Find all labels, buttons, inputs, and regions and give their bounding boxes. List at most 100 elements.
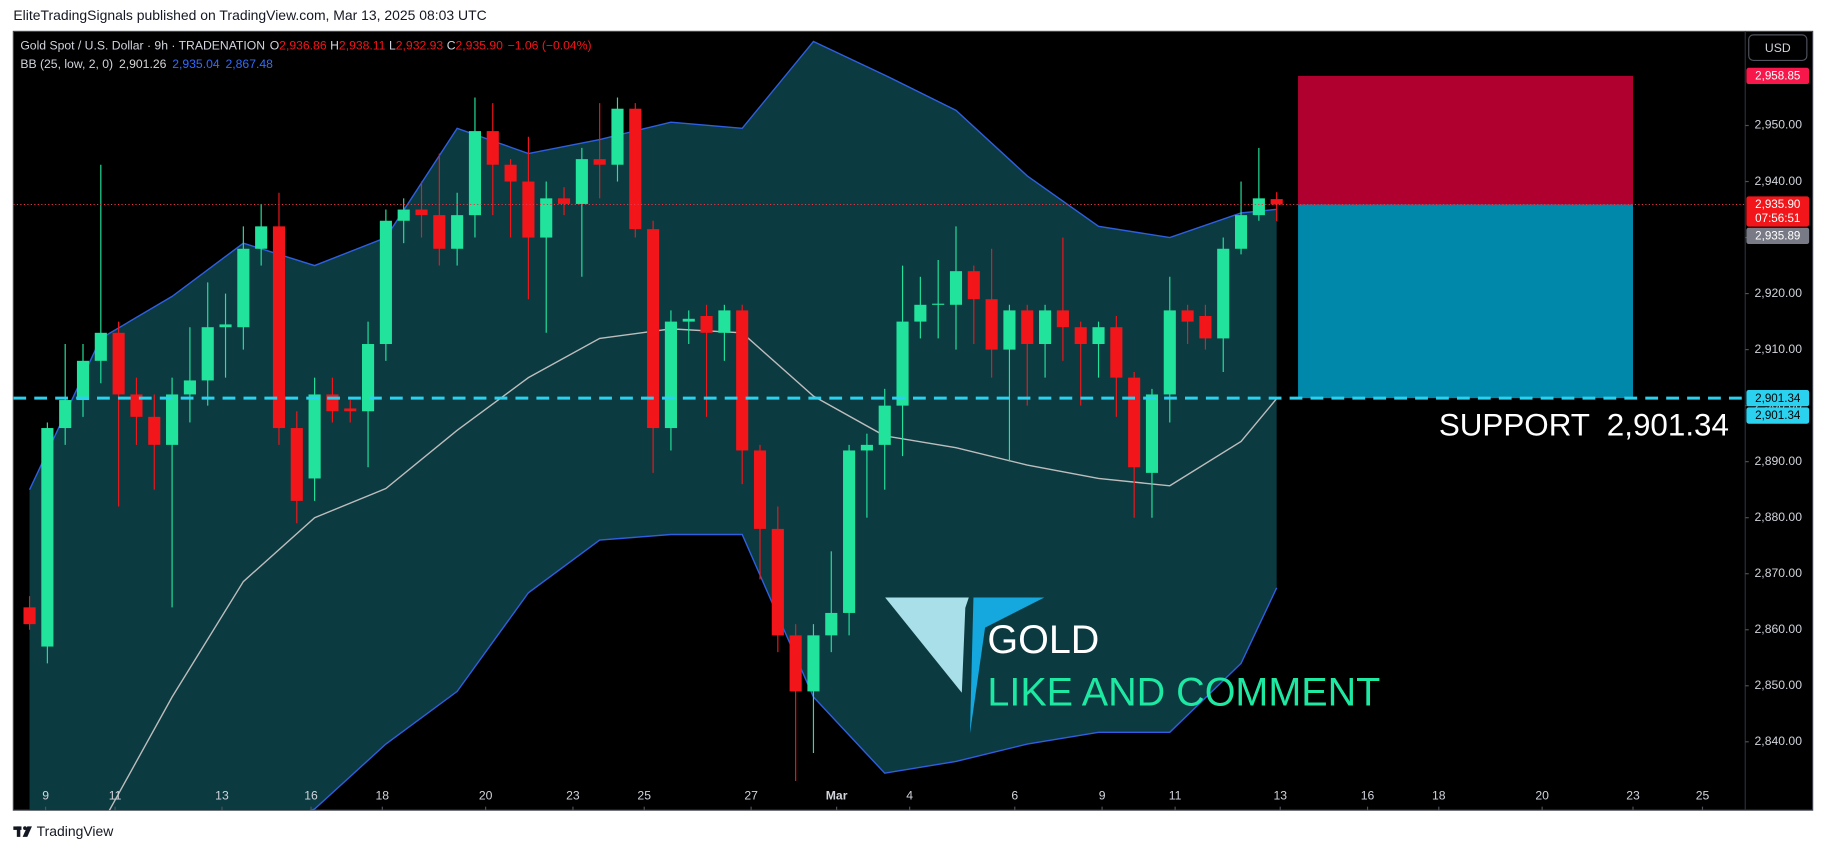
price-badge-label: 2,901.34: [1755, 392, 1801, 405]
watermark-title: GOLD: [987, 618, 1099, 662]
logo-right: [969, 597, 1045, 734]
currency-button[interactable]: [1748, 34, 1808, 62]
y-tick-label: 2,860.00: [1755, 622, 1803, 636]
x-tick-label: Mar: [826, 788, 848, 802]
legend-indicator: BB (25, low, 2, 0): [20, 57, 113, 71]
legend-indicator-line: BB (25, low, 2, 0) 2,901.26 2,935.04 2,867.…: [20, 57, 273, 71]
legend-ohlc-value: 2,936.86: [279, 39, 327, 53]
candle-body: [967, 271, 980, 300]
price-badge: [1746, 407, 1810, 424]
footer-brand: TradingView: [37, 823, 115, 839]
candle-body: [201, 327, 214, 381]
price-badge-countdown: 07:56:51: [1755, 212, 1800, 225]
candle-body: [415, 209, 428, 216]
candle-body: [290, 428, 303, 501]
candle-body: [486, 131, 499, 165]
candle-body: [522, 181, 535, 238]
x-tick-label: 25: [637, 788, 651, 802]
candle-body: [1021, 310, 1034, 345]
x-tick-label: 4: [906, 788, 913, 802]
candle-body: [1092, 327, 1105, 345]
candle-body: [379, 220, 392, 345]
y-tick-label: 2,910.00: [1755, 342, 1803, 356]
candle-body: [219, 324, 232, 328]
y-tick-label: 2,870.00: [1755, 566, 1803, 580]
candle-body: [700, 315, 713, 333]
legend-ohlc-key: O: [270, 39, 279, 53]
candle-body: [130, 394, 143, 417]
candle-body: [629, 108, 642, 230]
candle-body: [1074, 327, 1087, 345]
candle-body: [575, 159, 588, 204]
candle-body: [1181, 310, 1194, 322]
currency-label: USD: [1765, 41, 1791, 55]
price-badge-label: 2,901.34: [1755, 409, 1801, 422]
legend-symbol-line: Gold Spot / U.S. Dollar · 9h · TRADENATI…: [20, 39, 591, 53]
candle-body: [451, 215, 464, 249]
candle-body: [771, 528, 784, 636]
legend-indicator-value: 2,935.04: [172, 57, 220, 71]
candle-body: [362, 344, 375, 412]
legend-ohlc-value: 2,932.93: [396, 39, 444, 53]
candle-body: [736, 310, 749, 451]
candle-body: [611, 108, 624, 165]
candle-body: [433, 215, 446, 249]
candle-body: [647, 229, 660, 429]
candle-body: [148, 416, 161, 445]
candle-body: [166, 394, 179, 445]
legend-ohlc-value: 2,935.90: [456, 39, 504, 53]
legend-ohlc-key: C: [447, 39, 456, 53]
y-tick-label: 2,920.00: [1755, 286, 1803, 300]
legend-ohlc-value: 2,938.11: [339, 39, 386, 53]
candle-body: [112, 332, 125, 395]
candle-body: [1252, 198, 1265, 216]
x-tick-label: 11: [109, 788, 122, 802]
candle-body: [914, 304, 927, 322]
price-badge: [1746, 196, 1810, 227]
x-tick-label: 6: [1011, 788, 1018, 802]
candle-body: [1128, 377, 1141, 468]
candle-body: [308, 394, 321, 479]
y-tick-label: 2,840.00: [1755, 734, 1803, 748]
x-tick-label: 27: [744, 788, 758, 802]
candle-body: [753, 450, 767, 529]
watermark-logo: [885, 597, 1045, 734]
x-tick-label: 23: [1626, 788, 1640, 802]
x-tick-label: 18: [376, 788, 390, 802]
candle-body: [397, 209, 410, 221]
candle-body: [540, 198, 553, 238]
x-tick-label: 23: [566, 788, 580, 802]
candle-body: [843, 450, 856, 613]
candle-body: [59, 400, 72, 429]
zone: [1298, 204, 1633, 399]
candle-body: [682, 318, 695, 322]
x-tick-label: 13: [215, 788, 229, 802]
candle-body: [949, 271, 963, 305]
watermark-subtitle: LIKE AND COMMENT: [987, 671, 1380, 715]
candle-body: [255, 226, 268, 249]
legend-change: −1.06 (−0.04%): [508, 39, 592, 53]
price-badge-label: 2,935.89: [1755, 230, 1800, 243]
x-tick-label: 25: [1696, 788, 1710, 802]
candle-body: [825, 612, 838, 636]
candle-body: [344, 408, 357, 412]
x-tick-label: 20: [479, 788, 493, 802]
candle-body: [1003, 310, 1016, 350]
candle-body: [1217, 248, 1230, 339]
x-tick-label: 18: [1432, 788, 1446, 802]
candle-body: [593, 159, 606, 165]
legend-indicator-value: 2,901.26: [119, 57, 167, 71]
x-tick-label: 11: [1169, 788, 1182, 802]
plot-area: [13, 40, 1746, 811]
legend-ohlc-key: L: [389, 39, 396, 53]
candle-body: [932, 303, 945, 305]
candle-body: [557, 198, 571, 204]
x-tick-label: 9: [1099, 788, 1106, 802]
x-tick-label: 16: [304, 788, 318, 802]
candle-body: [1163, 310, 1176, 395]
x-tick-label: 16: [1361, 788, 1375, 802]
candle-body: [789, 635, 802, 692]
overlay: Gold Spot / U.S. Dollar · 9h · TRADENATI…: [13, 39, 1810, 811]
logo-left: [885, 597, 969, 693]
